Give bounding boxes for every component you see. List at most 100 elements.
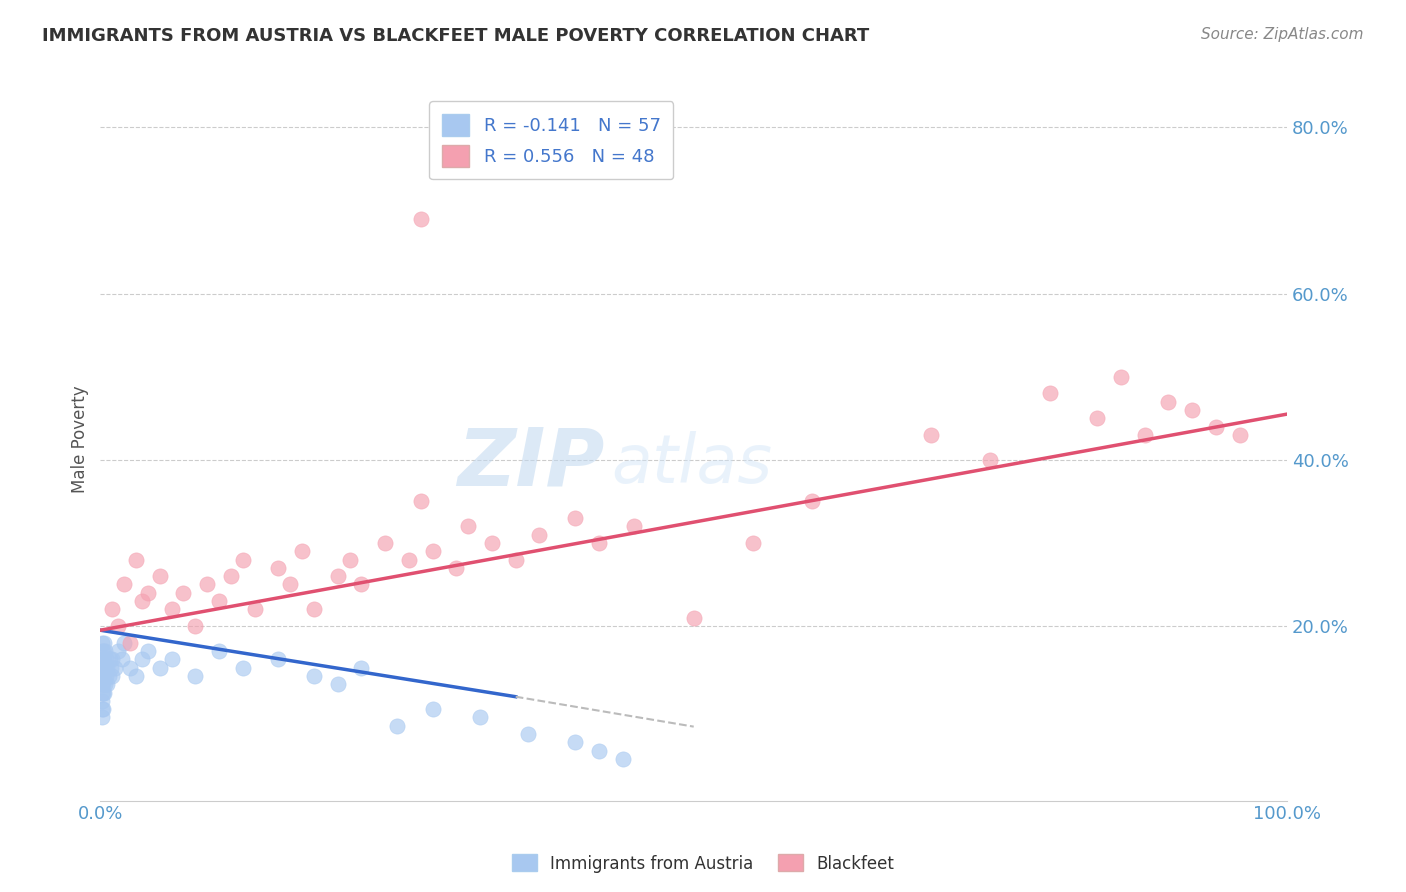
Point [326, 677, 349, 691]
Point [91, 677, 114, 691]
Point [93, 685, 115, 699]
Text: ZIP: ZIP [457, 425, 605, 503]
Point [90, 702, 112, 716]
Point [90, 660, 112, 674]
Point [90, 677, 112, 691]
Point [112, 577, 135, 591]
Point [339, 552, 361, 566]
Point [91, 660, 114, 674]
Point [219, 569, 242, 583]
Point [107, 619, 129, 633]
Point [232, 660, 254, 674]
Point [107, 644, 129, 658]
Point [91, 669, 114, 683]
Point [90, 644, 112, 658]
Point [505, 552, 527, 566]
Point [291, 544, 314, 558]
Point [457, 519, 479, 533]
Point [101, 669, 124, 683]
Point [267, 652, 290, 666]
Point [208, 594, 231, 608]
Point [94, 677, 117, 691]
Point [112, 635, 135, 649]
Point [302, 669, 325, 683]
Legend: Immigrants from Austria, Blackfeet: Immigrants from Austria, Blackfeet [505, 847, 901, 880]
Point [195, 577, 218, 591]
Legend: R = -0.141   N = 57, R = 0.556   N = 48: R = -0.141 N = 57, R = 0.556 N = 48 [429, 101, 673, 179]
Point [91, 652, 114, 666]
Text: IMMIGRANTS FROM AUSTRIA VS BLACKFEET MALE POVERTY CORRELATION CHART: IMMIGRANTS FROM AUSTRIA VS BLACKFEET MAL… [42, 27, 869, 45]
Y-axis label: Male Poverty: Male Poverty [72, 385, 89, 493]
Point [529, 527, 551, 541]
Point [131, 594, 153, 608]
Point [125, 552, 148, 566]
Point [409, 494, 432, 508]
Point [374, 536, 396, 550]
Point [93, 635, 115, 649]
Point [564, 511, 586, 525]
Text: atlas: atlas [612, 431, 773, 497]
Point [385, 719, 408, 733]
Point [422, 544, 444, 558]
Point [91, 644, 114, 658]
Point [101, 652, 124, 666]
Point [125, 669, 148, 683]
Point [446, 561, 468, 575]
Point [184, 669, 207, 683]
Point [1229, 428, 1251, 442]
Point [90, 669, 112, 683]
Point [90, 635, 112, 649]
Point [96, 652, 118, 666]
Point [96, 660, 118, 674]
Point [243, 602, 266, 616]
Point [564, 735, 586, 749]
Point [97, 669, 120, 683]
Point [96, 677, 118, 691]
Point [118, 635, 141, 649]
Point [801, 494, 824, 508]
Point [302, 602, 325, 616]
Point [96, 669, 118, 683]
Point [278, 577, 301, 591]
Point [90, 685, 112, 699]
Point [588, 744, 610, 758]
Point [742, 536, 765, 550]
Point [516, 727, 538, 741]
Point [160, 602, 183, 616]
Point [90, 652, 112, 666]
Point [1181, 403, 1204, 417]
Point [136, 644, 159, 658]
Point [98, 652, 121, 666]
Point [136, 586, 159, 600]
Point [350, 660, 373, 674]
Point [160, 652, 183, 666]
Point [94, 660, 117, 674]
Point [131, 652, 153, 666]
Point [100, 660, 122, 674]
Point [398, 552, 420, 566]
Point [101, 602, 124, 616]
Point [90, 694, 112, 708]
Point [93, 669, 115, 683]
Point [1109, 369, 1132, 384]
Point [208, 644, 231, 658]
Point [111, 652, 134, 666]
Point [612, 752, 634, 766]
Point [1133, 428, 1156, 442]
Point [468, 710, 491, 724]
Point [481, 536, 503, 550]
Point [91, 702, 114, 716]
Point [232, 552, 254, 566]
Point [588, 536, 610, 550]
Point [979, 452, 1001, 467]
Point [1157, 394, 1180, 409]
Point [104, 660, 127, 674]
Point [326, 569, 349, 583]
Point [267, 561, 290, 575]
Point [422, 702, 444, 716]
Point [91, 685, 114, 699]
Point [623, 519, 645, 533]
Point [90, 710, 112, 724]
Point [94, 644, 117, 658]
Point [93, 652, 115, 666]
